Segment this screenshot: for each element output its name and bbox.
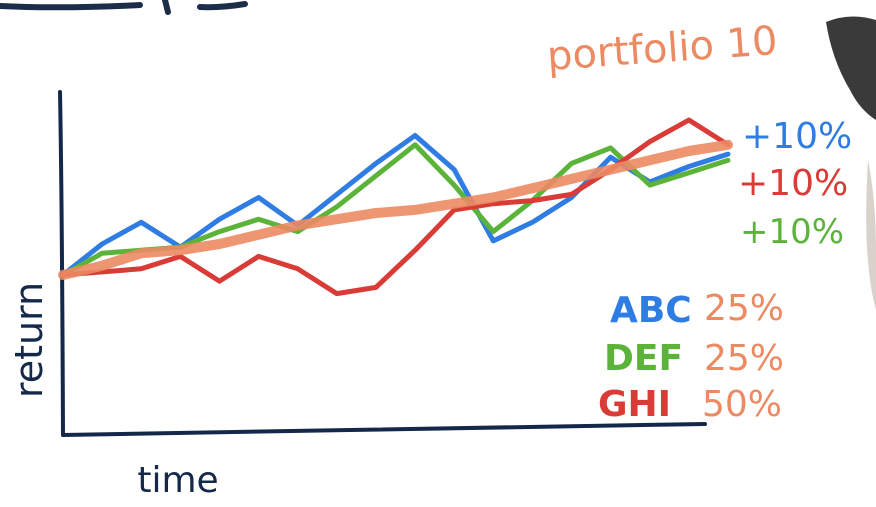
legend-name-abc: ABC	[610, 290, 692, 331]
legend-weight-def: 25%	[704, 338, 784, 379]
return-label-def: +10%	[740, 212, 844, 252]
legend-name-def: DEF	[604, 338, 683, 379]
return-label-abc: +10%	[742, 116, 852, 157]
legend-weight-abc: 25%	[704, 288, 784, 329]
line-abc	[60, 133, 731, 278]
legend-name-ghi: GHI	[598, 384, 671, 425]
x-axis-label: time	[137, 460, 218, 501]
y-axis	[58, 90, 65, 437]
cutoff-stroke-mid	[162, 0, 171, 15]
line-portfolio	[58, 139, 733, 280]
cutoff-stroke-left	[0, 2, 143, 11]
hand-edge-icon	[866, 160, 876, 310]
y-axis-label: return	[7, 282, 51, 398]
portfolio-label: portfolio 10	[545, 18, 779, 80]
cutoff-stroke-right	[197, 1, 248, 11]
return-label-ghi: +10%	[738, 163, 848, 204]
x-axis	[61, 422, 707, 437]
legend-weight-ghi: 50%	[702, 384, 782, 425]
hand-icon	[826, 16, 876, 121]
series-lines	[58, 117, 733, 297]
